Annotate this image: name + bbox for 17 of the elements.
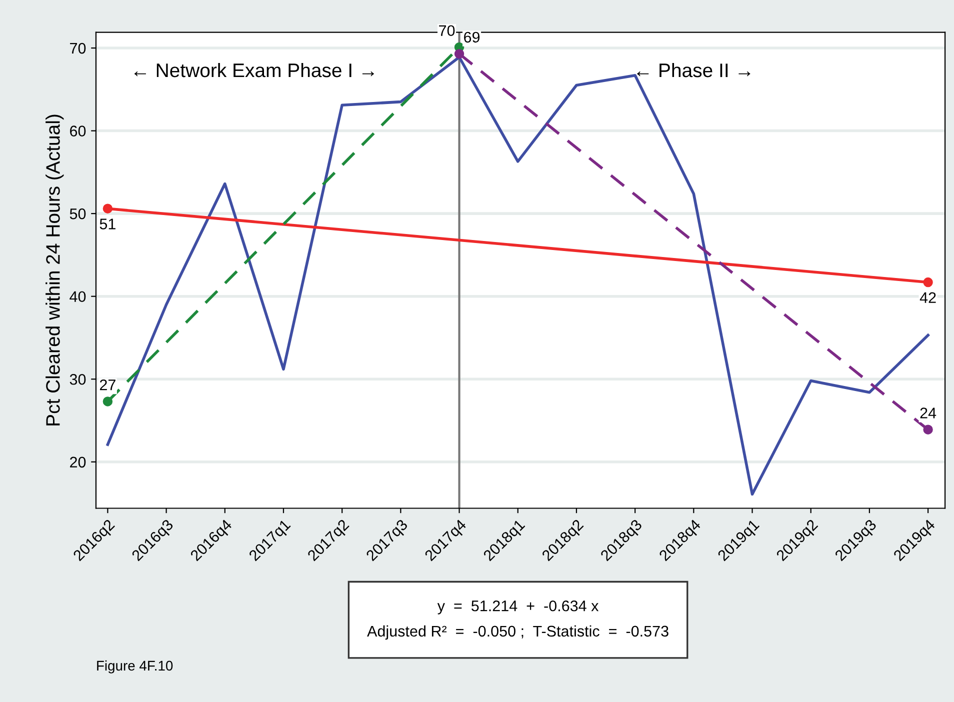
data-label: 51 [100, 218, 116, 230]
y-tick-label: 20 [70, 456, 86, 468]
y-tick-label: 70 [70, 42, 86, 54]
caption: Figure 4F.10 [97, 660, 173, 674]
text: y = 51.214 + -0.634 x Adjusted R² = -0.050 ; T-Statistic = -0.573 [367, 600, 668, 640]
data-label: 42 [920, 292, 936, 303]
data-label: 69 [464, 32, 480, 43]
y-tick-label: 40 [70, 291, 86, 302]
y-axis-title: Pct Cleared within 24 Hours (Actual) [46, 114, 64, 426]
data-label: 70 [439, 25, 455, 36]
data-label: 27 [100, 379, 116, 390]
data-label: 24 [920, 408, 936, 418]
y-tick-label: 60 [70, 126, 86, 136]
annotation: ← Network Exam Phase I → [134, 62, 374, 78]
y-tick-label: 50 [70, 208, 86, 220]
y-tick-label: 30 [70, 374, 86, 385]
annotation: ← Phase II → [637, 62, 750, 78]
